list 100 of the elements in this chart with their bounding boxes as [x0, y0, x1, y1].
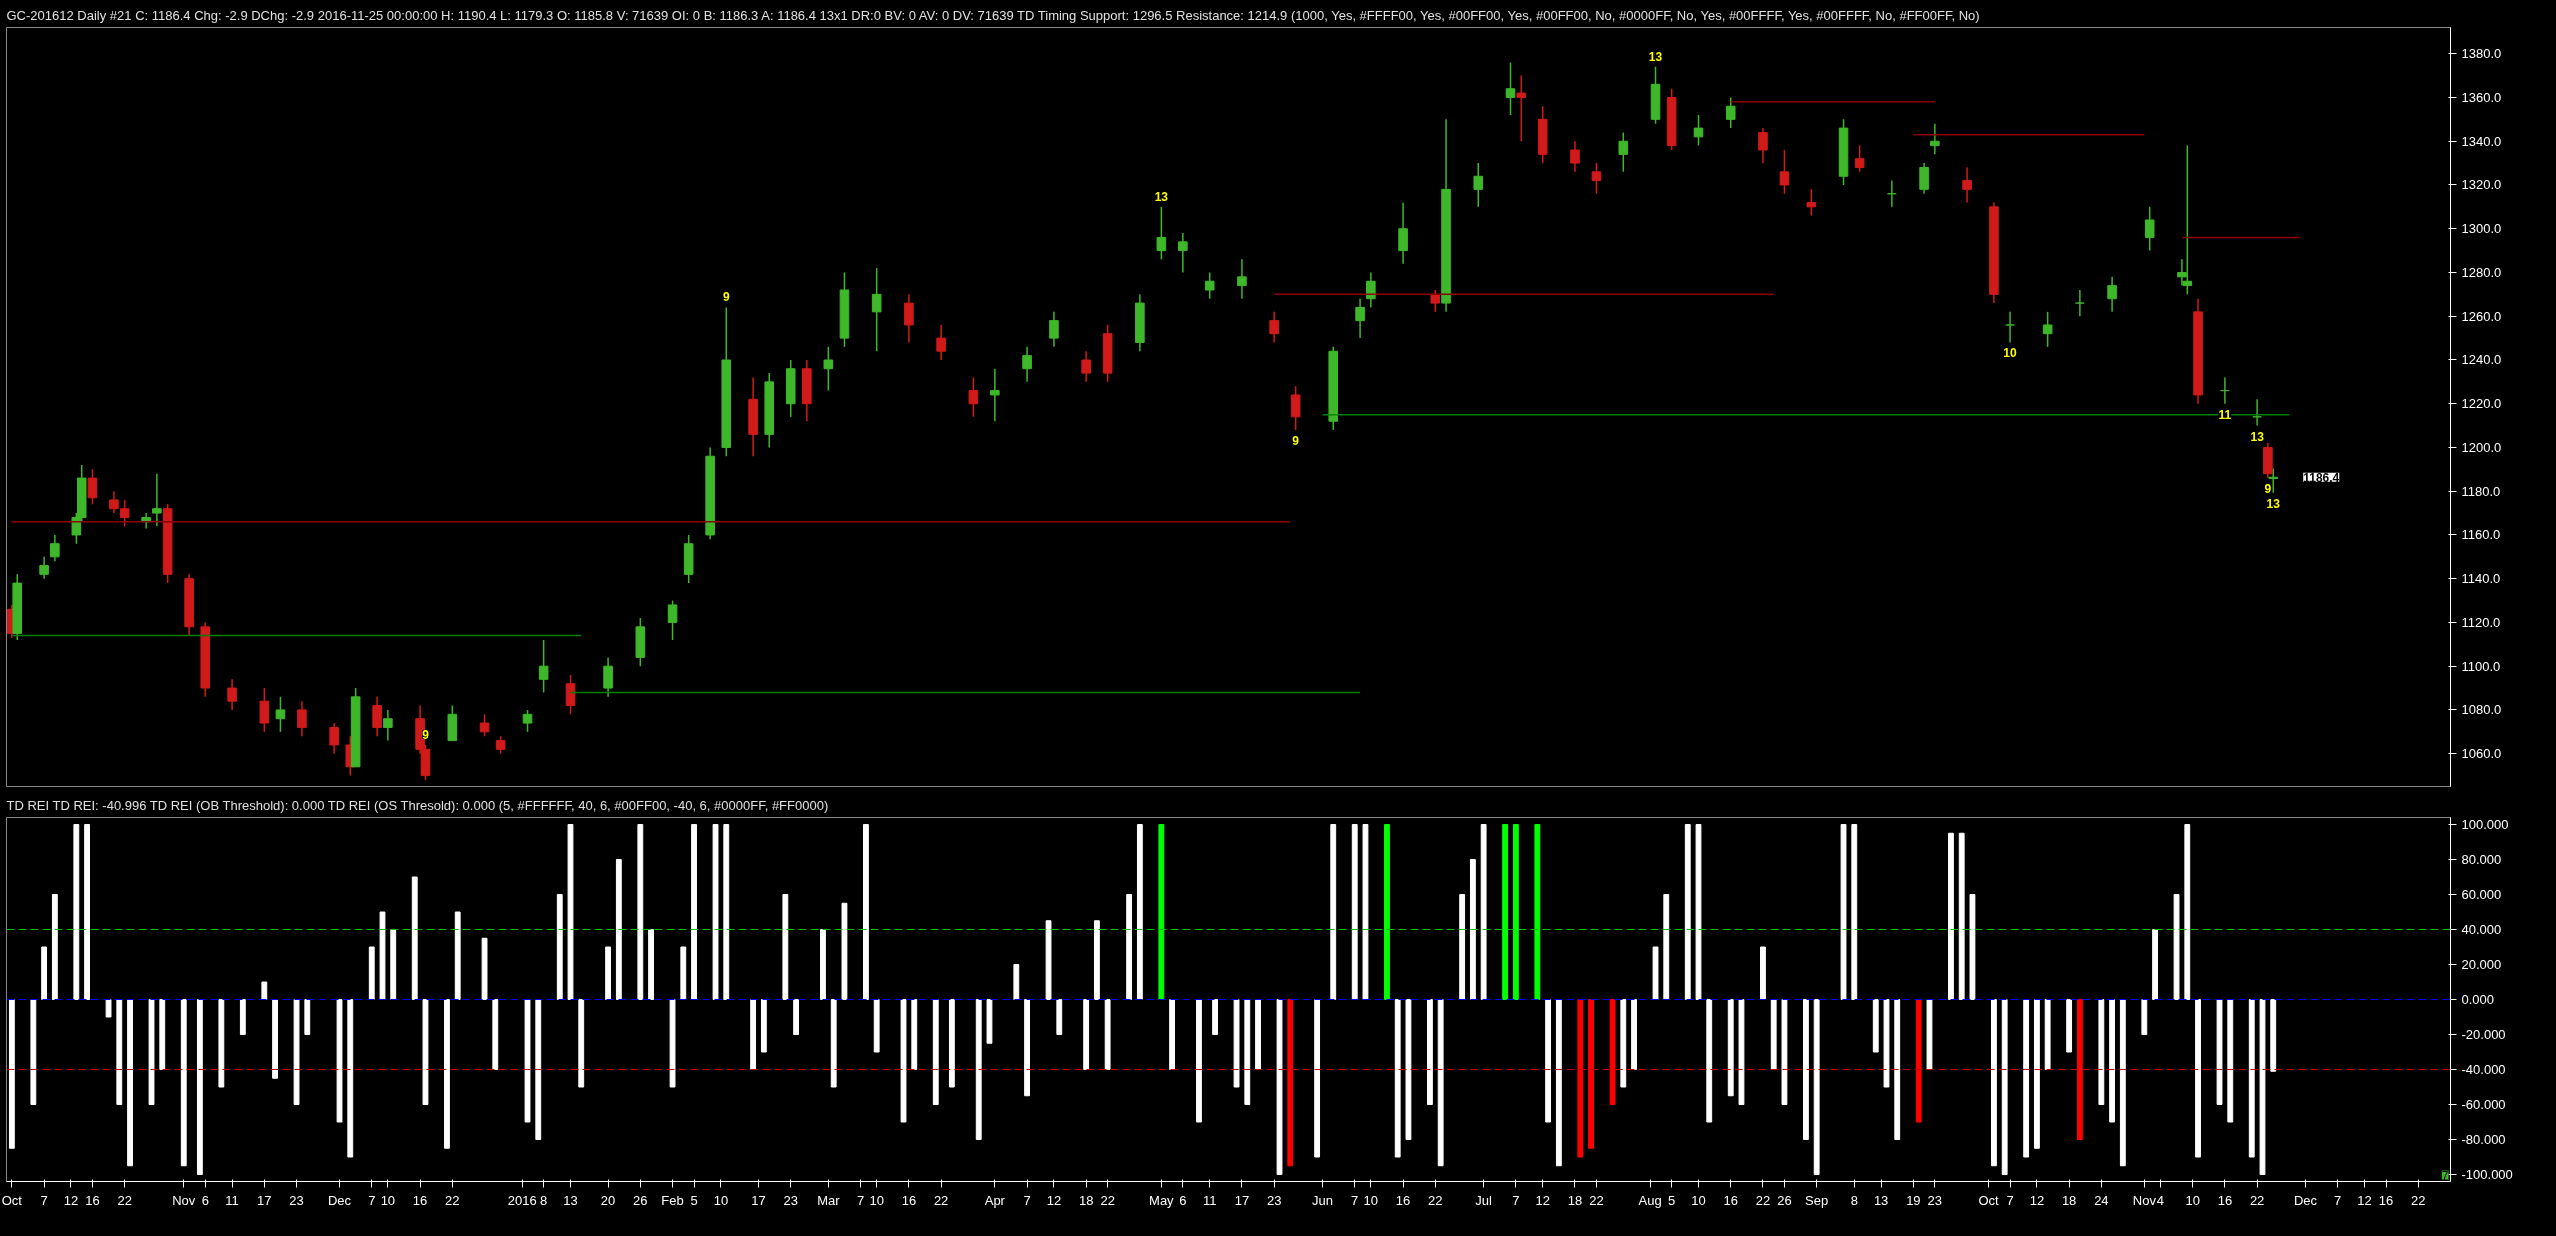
x-tick-label: Nov	[172, 1192, 196, 1208]
bar	[648, 929, 654, 1000]
bar	[1663, 894, 1670, 1000]
x-tick-label: May	[1149, 1192, 1175, 1208]
bar	[1024, 999, 1030, 1097]
bar	[1405, 999, 1412, 1140]
x-tick-label: 10	[869, 1192, 884, 1208]
bar	[873, 999, 880, 1053]
bar	[1480, 824, 1487, 1000]
candlestick	[1269, 311, 1279, 344]
candlestick	[1398, 201, 1408, 265]
bar	[1255, 999, 1261, 1070]
bar	[841, 902, 848, 1000]
bar	[1577, 999, 1584, 1158]
bar	[116, 999, 123, 1105]
candlestick	[990, 367, 1000, 422]
bar	[2044, 999, 2051, 1070]
bar	[1706, 999, 1713, 1123]
bar	[1384, 824, 1390, 1000]
bar	[2195, 999, 2201, 1158]
bar	[2173, 894, 2180, 1000]
y-tick-label: 1280.0	[2461, 264, 2502, 280]
y-tick-label: 1320.0	[2461, 177, 2502, 193]
candlestick	[1204, 271, 1215, 300]
x-tick-label: 23	[289, 1192, 304, 1208]
annotation: 13	[2250, 429, 2265, 444]
bar	[148, 999, 155, 1105]
x-tick-label: 10	[2185, 1192, 2200, 1208]
x-tick-label: 10	[380, 1192, 396, 1208]
y-tick-label: 1220.0	[2461, 396, 2502, 412]
bar	[379, 911, 386, 1000]
bar	[911, 999, 918, 1070]
bar	[1872, 999, 1879, 1053]
x-tick-label: 18	[2061, 1192, 2077, 1208]
candlestick	[479, 713, 490, 737]
y-tick-label: 0.000	[2461, 992, 2495, 1007]
x-tick-label: 24	[2094, 1192, 2109, 1208]
x-tick-label: 8	[540, 1192, 548, 1208]
candlestick	[2144, 206, 2155, 252]
bar	[1512, 824, 1519, 1000]
annotation: 1186.4	[2303, 470, 2340, 485]
bar	[1813, 999, 1820, 1175]
chart-title: TD REI TD REI: -40.996 TD REI (OB Threshold): 0.000 TD REI (OS Thresold): 0.000 (5, #FFFFFF, 40, 6, #00FF00, -40, 6, #0000FF, #FF0000)	[6, 797, 829, 813]
x-tick-label: 20	[600, 1192, 616, 1208]
bar	[820, 929, 826, 1000]
bar	[422, 999, 429, 1105]
bar	[1233, 999, 1240, 1088]
bar	[2066, 999, 2073, 1053]
bar	[30, 999, 37, 1105]
bar	[1545, 999, 1552, 1123]
candlestick	[667, 599, 678, 641]
bar	[1534, 824, 1541, 1000]
x-tick-label: 12	[2357, 1192, 2372, 1208]
bar	[492, 999, 499, 1070]
y-tick-label: -20.000	[2461, 1027, 2506, 1042]
bar	[1781, 999, 1788, 1105]
x-tick-label: 26	[633, 1192, 648, 1208]
y-tick-label: -100.000	[2461, 1167, 2513, 1182]
bar	[1948, 832, 1954, 1000]
bar	[669, 999, 676, 1088]
x-tick-label: Oct	[1, 1192, 23, 1208]
x-tick-label: 12	[1535, 1192, 1550, 1208]
bar	[567, 824, 574, 1000]
x-tick-label: 12	[63, 1192, 79, 1208]
x-tick-label: 7	[2334, 1192, 2342, 1208]
x-tick-label: 18	[1078, 1192, 1094, 1208]
annotation: 13	[1648, 49, 1663, 64]
bar	[1276, 999, 1283, 1175]
bar	[159, 999, 166, 1070]
y-tick-label: 60.000	[2461, 887, 2502, 902]
x-tick-label: 22	[1755, 1192, 1771, 1208]
candlestick	[1156, 206, 1167, 261]
bar	[1760, 946, 1766, 1000]
annotation: 7	[2441, 1168, 2449, 1183]
x-tick-label: 7	[1512, 1192, 1520, 1208]
x-tick-label: Sep	[1805, 1192, 1829, 1208]
bar	[1126, 894, 1133, 1000]
candlestick	[152, 472, 162, 527]
candlestick	[227, 678, 237, 711]
x-tick-label: Nov	[2132, 1192, 2157, 1208]
x-tick-label: 6	[1179, 1192, 1187, 1208]
bar	[180, 999, 187, 1167]
x-tick-label: 7	[1351, 1192, 1359, 1208]
x-tick-label: 19	[1906, 1192, 1921, 1208]
annotation: 9	[722, 290, 730, 305]
bar	[368, 946, 375, 1000]
bar	[2227, 999, 2234, 1123]
candlestick	[1516, 74, 1527, 142]
bar	[1196, 999, 1202, 1123]
bar	[1695, 824, 1702, 1000]
bar	[218, 999, 225, 1088]
bar	[1351, 824, 1358, 1000]
annotation: 9	[1292, 433, 1300, 448]
candlestick	[1693, 114, 1704, 147]
bar	[975, 999, 982, 1140]
bar	[830, 999, 837, 1088]
x-tick-label: 7	[368, 1192, 376, 1208]
candlestick	[1022, 346, 1032, 383]
x-tick-label: 22	[445, 1192, 460, 1208]
bar	[2270, 999, 2277, 1072]
